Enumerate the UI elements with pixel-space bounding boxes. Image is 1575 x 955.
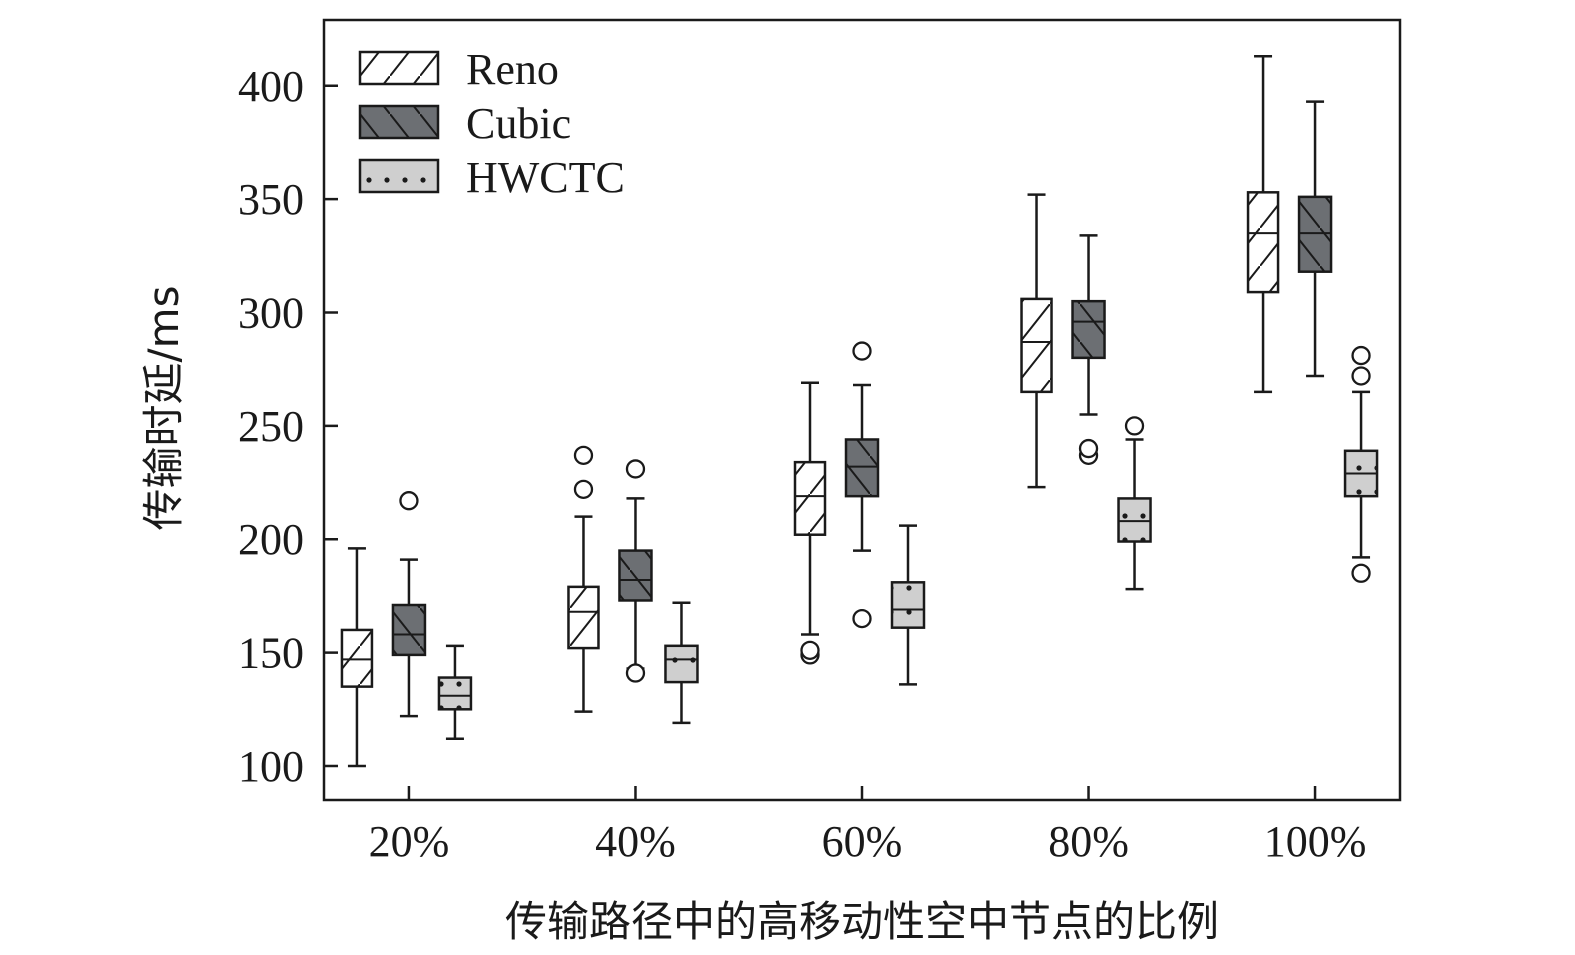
box-hwctc-2-box [890,581,926,629]
box-hwctc-4-outlier-0 [1351,563,1371,583]
box-cubic-1-box [618,549,653,602]
box-cubic-1-outlier-0 [625,663,646,683]
box-hwctc-0-box [437,676,473,711]
box-hwctc-3-box [1117,497,1152,543]
box-cubic-2-outlier-1 [852,341,872,361]
box-hwctc-3-outlier-0 [1124,416,1145,436]
box-reno-2-outlier-1 [800,640,820,660]
x-axis-title: 传输路径中的高移动性空中节点的比例 [505,897,1219,946]
y-axis-title: 传输时延/ms [139,286,188,531]
y-tick-label-300: 300 [238,289,304,338]
box-cubic-0-outlier-0 [399,491,419,511]
box-cubic-0-box [391,603,427,657]
legend-label-1: Cubic [466,99,571,148]
box-cubic-2-box [844,438,880,498]
legend-swatch-2 [358,158,440,194]
box-hwctc-4-outlier-2 [1351,345,1371,366]
box-reno-3-box [1020,297,1053,394]
box-cubic-2-outlier-0 [852,608,872,629]
legend-label-0: Reno [466,45,559,94]
y-tick-label-250: 250 [238,402,304,451]
legend-swatch-1 [358,104,440,140]
box-cubic-1-outlier-1 [625,459,646,479]
x-tick-label-1: 40% [595,817,676,866]
box-reno-2-box [793,460,827,536]
x-tick-label-0: 20% [369,817,450,866]
box-cubic-3-outlier-1 [1078,438,1099,459]
box-reno-1-outlier-0 [573,479,594,500]
y-tick-label-100: 100 [238,742,304,791]
x-tick-label-3: 80% [1048,817,1129,866]
y-tick-label-200: 200 [238,515,304,564]
box-reno-1-box [567,585,600,650]
box-hwctc-1-box [664,644,699,684]
x-tick-label-2: 60% [822,817,903,866]
legend-label-2: HWCTC [466,153,625,202]
box-reno-0-box [340,628,374,688]
box-reno-4-box [1246,191,1280,294]
box-hwctc-4-outlier-1 [1351,366,1371,386]
box-reno-1-outlier-1 [573,445,594,465]
y-tick-label-150: 150 [238,629,304,678]
box-cubic-3-box [1071,299,1106,360]
x-tick-label-4: 100% [1264,817,1367,866]
y-tick-label-400: 400 [238,62,304,111]
legend-swatch-0 [358,50,440,86]
box-cubic-4-box [1297,195,1333,273]
y-tick-label-350: 350 [238,175,304,224]
